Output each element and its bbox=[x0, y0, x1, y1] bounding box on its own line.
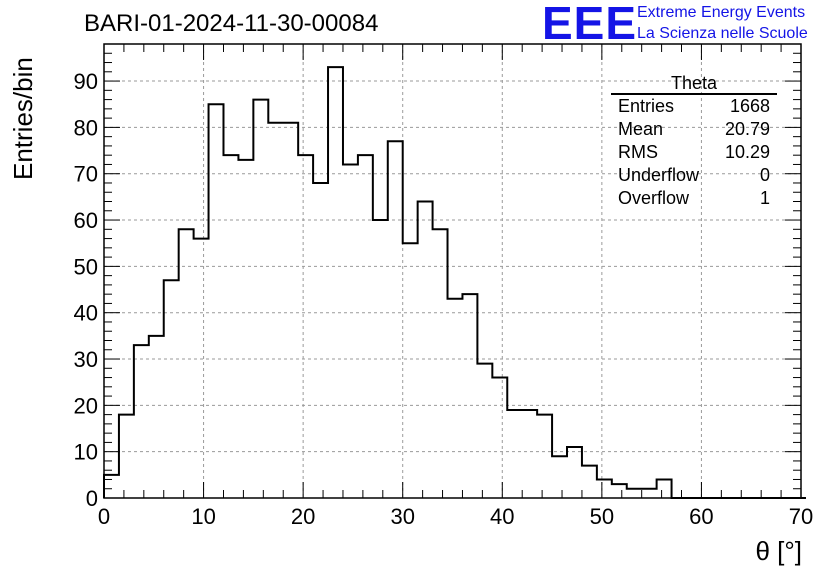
histogram-bin bbox=[448, 299, 463, 498]
stats-title: Theta bbox=[611, 73, 777, 95]
histogram-bin bbox=[657, 479, 672, 498]
histogram-bin bbox=[104, 475, 119, 498]
histogram-bin bbox=[537, 415, 552, 498]
logo-line-1: Extreme Energy Events bbox=[637, 4, 806, 21]
stats-value: 1 bbox=[759, 188, 770, 208]
x-tick-label: 50 bbox=[590, 504, 614, 529]
histogram-bin bbox=[313, 183, 328, 498]
histogram-bin bbox=[149, 336, 164, 498]
histogram-bin bbox=[253, 100, 268, 498]
y-tick-label: 60 bbox=[74, 208, 98, 233]
chart-title: BARI-01-2024-11-30-00084 bbox=[84, 10, 379, 37]
stats-row: Entries 1668 bbox=[611, 95, 777, 118]
histogram-bin bbox=[238, 160, 253, 498]
histogram-bin bbox=[358, 155, 373, 498]
histogram-bin bbox=[209, 104, 224, 498]
x-tick-label: 40 bbox=[490, 504, 514, 529]
stats-label: Overflow bbox=[618, 188, 690, 208]
x-tick-label: 60 bbox=[689, 504, 713, 529]
histogram-bin bbox=[418, 202, 433, 498]
histogram-bin bbox=[492, 378, 507, 498]
histogram-bin bbox=[582, 466, 597, 498]
histogram-bin bbox=[462, 294, 477, 498]
histogram-bin bbox=[194, 239, 209, 498]
stats-row: Underflow 0 bbox=[611, 164, 777, 187]
x-tick-label: 10 bbox=[191, 504, 215, 529]
y-tick-label: 70 bbox=[74, 162, 98, 187]
stats-value: 20.79 bbox=[724, 119, 770, 139]
histogram-bin bbox=[134, 345, 149, 498]
stats-label: Underflow bbox=[618, 165, 700, 185]
x-tick-label: 20 bbox=[291, 504, 315, 529]
stats-box: Theta Entries 1668 Mean 20.79 RMS 10.29 … bbox=[611, 73, 777, 210]
histogram-bin bbox=[612, 484, 627, 498]
x-tick-label: 70 bbox=[789, 504, 813, 529]
histogram-bin bbox=[433, 229, 448, 498]
histogram-bin bbox=[477, 364, 492, 498]
logo-line-2: La Scienza nelle Scuole bbox=[637, 25, 808, 42]
histogram-bin bbox=[507, 410, 522, 498]
y-tick-label: 0 bbox=[86, 486, 98, 511]
y-tick-label: 50 bbox=[74, 254, 98, 279]
histogram-bin bbox=[268, 123, 283, 498]
histogram-bin bbox=[567, 447, 582, 498]
histogram-bin bbox=[597, 479, 612, 498]
y-tick-label: 80 bbox=[74, 115, 98, 140]
stats-row: Mean 20.79 bbox=[611, 118, 777, 141]
y-tick-label: 90 bbox=[74, 69, 98, 94]
stats-label: Entries bbox=[618, 96, 675, 116]
stats-label: RMS bbox=[618, 142, 658, 162]
histogram-bin bbox=[328, 67, 343, 498]
histogram-bin bbox=[627, 489, 642, 498]
x-tick-label: 0 bbox=[98, 504, 110, 529]
stats-value: 1668 bbox=[729, 96, 770, 116]
stats-label: Mean bbox=[618, 119, 664, 139]
histogram-bin bbox=[179, 229, 194, 498]
histogram-bin bbox=[343, 164, 358, 498]
histogram-bin bbox=[298, 155, 313, 498]
x-axis-label: θ [°] bbox=[755, 536, 802, 566]
y-tick-label: 20 bbox=[74, 393, 98, 418]
histogram-bin bbox=[403, 243, 418, 498]
histogram-bin bbox=[119, 415, 134, 498]
stats-row: RMS 10.29 bbox=[611, 141, 777, 164]
histogram-bin bbox=[283, 123, 298, 498]
eee-logo: EEE bbox=[542, 0, 638, 49]
stats-row: Overflow 1 bbox=[611, 187, 777, 210]
y-tick-label: 40 bbox=[74, 301, 98, 326]
histogram-bin bbox=[522, 410, 537, 498]
y-axis-label: Entries/bin bbox=[8, 57, 38, 180]
histogram-bin bbox=[373, 220, 388, 498]
histogram-bin bbox=[388, 141, 403, 498]
histogram-bin bbox=[642, 489, 657, 498]
histogram-bin bbox=[164, 280, 179, 498]
x-tick-label: 30 bbox=[390, 504, 414, 529]
histogram-series bbox=[103, 66, 806, 499]
stats-value: 10.29 bbox=[724, 142, 770, 162]
plot-frame bbox=[103, 43, 802, 499]
stats-value: 0 bbox=[759, 165, 770, 185]
histogram-bin bbox=[552, 456, 567, 498]
histogram-bin bbox=[223, 155, 238, 498]
y-tick-label: 10 bbox=[74, 440, 98, 465]
y-tick-label: 30 bbox=[74, 347, 98, 372]
